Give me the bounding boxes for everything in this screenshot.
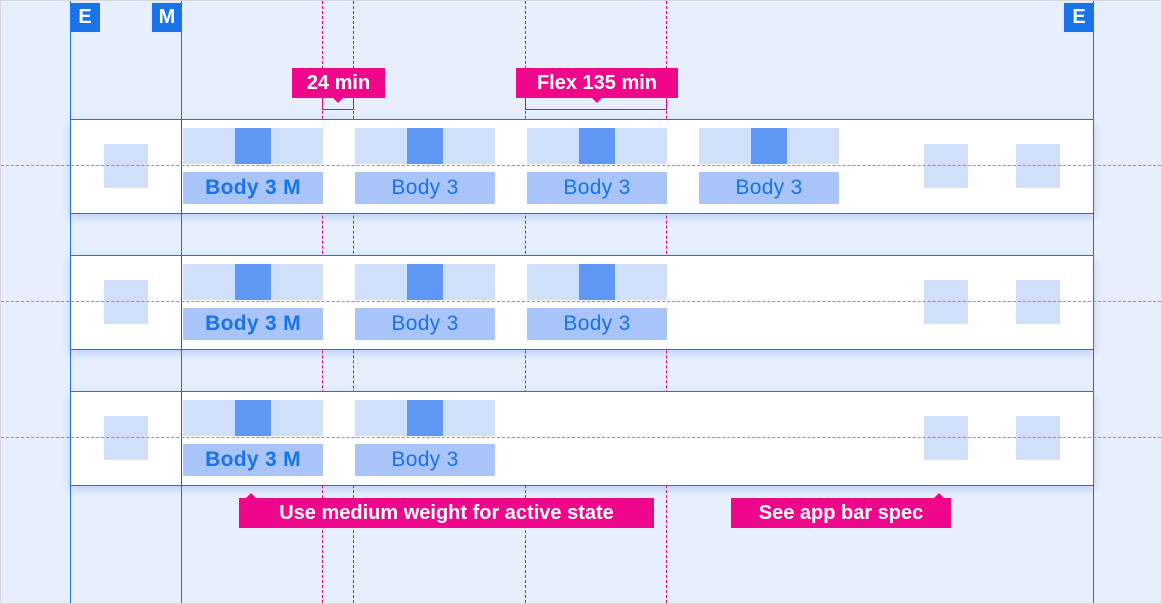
tab-icon: [235, 128, 271, 164]
tab-label: Body 3: [527, 308, 667, 340]
tab-icon: [579, 264, 615, 300]
tab-label: Body 3: [355, 444, 495, 476]
tab[interactable]: Body 3: [355, 264, 495, 340]
tab-icon: [579, 128, 615, 164]
baseline-guide: [1, 301, 1161, 302]
tab-bar-example: Body 3 M Body 3 Body 3 Body 3: [70, 119, 1094, 214]
tab-icon: [407, 128, 443, 164]
nav-icon-placeholder: [104, 416, 148, 460]
min-gap-annotation: 24 min: [292, 68, 385, 103]
edge-marker-left: E: [70, 3, 100, 32]
tab-bar-example: Body 3 M Body 3: [70, 391, 1094, 486]
app-bar-annotation: See app bar spec: [731, 493, 951, 528]
action-icon-placeholder: [1016, 280, 1060, 324]
tab-label: Body 3 M: [183, 308, 323, 340]
tab-label: Body 3 M: [183, 172, 323, 204]
tab[interactable]: Body 3 M: [183, 264, 323, 340]
tab[interactable]: Body 3: [527, 128, 667, 204]
flex-width-annotation: Flex 135 min: [516, 68, 678, 103]
tab-icon: [751, 128, 787, 164]
tab-bar-example: Body 3 M Body 3 Body 3: [70, 255, 1094, 350]
tab-label: Body 3 M: [183, 444, 323, 476]
tab[interactable]: Body 3: [355, 400, 495, 476]
tab[interactable]: Body 3 M: [183, 128, 323, 204]
tab[interactable]: Body 3 M: [183, 400, 323, 476]
tab[interactable]: Body 3: [527, 264, 667, 340]
tab[interactable]: Body 3: [355, 128, 495, 204]
tab-label: Body 3: [527, 172, 667, 204]
baseline-guide: [1, 165, 1161, 166]
action-icon-placeholder: [1016, 144, 1060, 188]
flex-bracket: [525, 98, 667, 110]
tab-label: Body 3: [355, 308, 495, 340]
margin-edge: [181, 392, 182, 485]
tab-icon: [235, 264, 271, 300]
tab-icon: [235, 400, 271, 436]
nav-icon-placeholder: [104, 144, 148, 188]
margin-edge: [181, 256, 182, 349]
nav-icon-placeholder: [104, 280, 148, 324]
action-icon-placeholder: [1016, 416, 1060, 460]
active-state-annotation: Use medium weight for active state: [239, 493, 654, 528]
gap-bracket: [322, 98, 354, 110]
tab-icon: [407, 264, 443, 300]
baseline-guide: [1, 437, 1161, 438]
margin-marker: M: [152, 3, 182, 32]
edge-marker-right: E: [1064, 3, 1094, 32]
tab[interactable]: Body 3: [699, 128, 839, 204]
action-icon-placeholder: [924, 144, 968, 188]
action-icon-placeholder: [924, 416, 968, 460]
action-icon-placeholder: [924, 280, 968, 324]
margin-edge: [181, 120, 182, 213]
tab-label: Body 3: [699, 172, 839, 204]
tab-label: Body 3: [355, 172, 495, 204]
tab-icon: [407, 400, 443, 436]
